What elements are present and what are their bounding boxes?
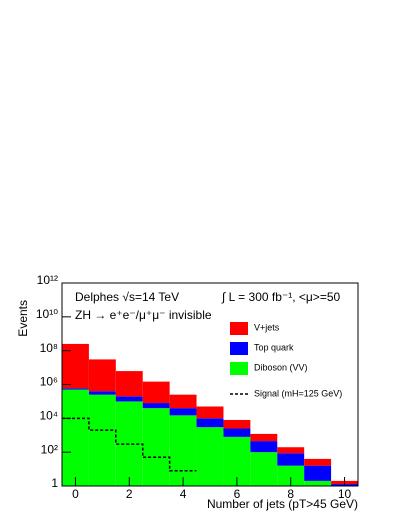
y-tick-label: 1 xyxy=(51,476,58,490)
y-tick-label: 10⁸ xyxy=(40,341,58,355)
legend-label: Diboson (VV) xyxy=(254,362,308,372)
x-tick-label: 0 xyxy=(72,487,79,501)
y-axis-label: Events xyxy=(16,300,30,337)
y-tick-label: 10² xyxy=(41,442,58,456)
bar xyxy=(62,389,89,486)
bar xyxy=(250,452,278,486)
bar xyxy=(88,391,116,395)
legend-label: Signal (mH=125 GeV) xyxy=(254,388,342,398)
bar xyxy=(304,458,332,466)
y-tick-label: 10⁴ xyxy=(39,409,58,423)
bar xyxy=(62,343,89,389)
bar xyxy=(196,406,224,419)
bar xyxy=(142,408,170,486)
bar xyxy=(304,480,332,486)
bar xyxy=(277,447,305,454)
bar xyxy=(223,419,251,429)
bar xyxy=(196,427,224,486)
bar xyxy=(223,428,251,437)
y-tick-label: 10¹² xyxy=(37,273,58,287)
bar xyxy=(277,453,305,466)
x-tick-label: 10 xyxy=(338,487,352,501)
x-axis-label: Number of jets (pT>45 GeV) xyxy=(207,497,358,511)
bar xyxy=(250,433,278,442)
bar xyxy=(115,396,143,402)
legend-label: Top quark xyxy=(254,342,294,352)
bar xyxy=(142,403,170,409)
annotation: Delphes √s=14 TeV xyxy=(75,290,179,304)
x-tick-label: 8 xyxy=(287,487,294,501)
x-tick-label: 4 xyxy=(180,487,187,501)
x-tick-label: 2 xyxy=(126,487,133,501)
bar xyxy=(169,394,197,409)
bar xyxy=(250,441,278,453)
legend-key xyxy=(230,342,248,355)
bar xyxy=(88,394,116,486)
signal-line xyxy=(62,417,197,472)
legend-label: V+jets xyxy=(254,322,280,332)
bar xyxy=(88,359,116,392)
y-tick-label: 10¹⁰ xyxy=(36,307,58,321)
bar xyxy=(115,371,143,397)
bar xyxy=(277,465,305,486)
bar xyxy=(304,465,332,481)
legend-key xyxy=(230,362,248,375)
bar xyxy=(142,381,170,404)
annotation: ∫ L = 300 fb⁻¹, <μ>=50 xyxy=(221,290,340,304)
legend-key xyxy=(230,322,248,335)
y-tick-label: 10⁶ xyxy=(40,375,58,389)
bar xyxy=(62,388,89,390)
bar xyxy=(169,415,197,486)
x-tick-label: 6 xyxy=(234,487,241,501)
annotation: ZH → e⁺e⁻/μ⁺μ⁻ invisible xyxy=(75,308,212,322)
bar xyxy=(196,418,224,428)
bar xyxy=(169,408,197,416)
